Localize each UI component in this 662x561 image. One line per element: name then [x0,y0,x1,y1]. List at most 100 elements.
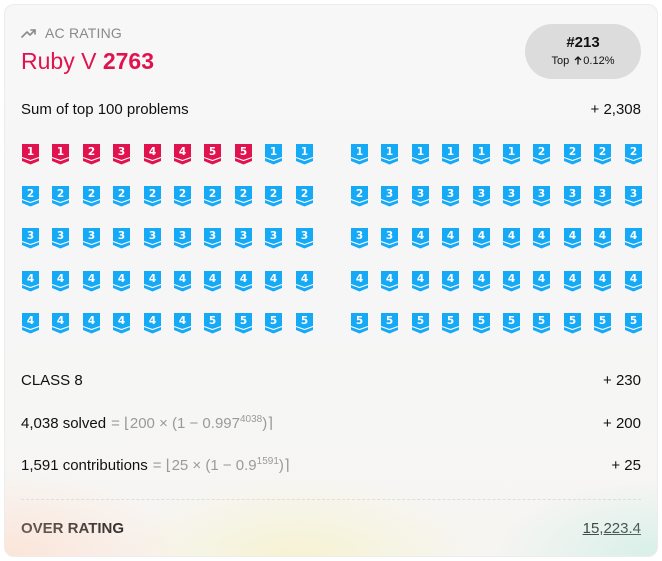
tier-badge-right-48[interactable]: 5 [593,312,612,334]
tier-badge-left-34[interactable]: 4 [143,270,162,292]
tier-badge-right-13[interactable]: 3 [441,185,460,207]
tier-badge-left-22[interactable]: 3 [82,227,101,249]
tier-badge-left-33[interactable]: 4 [112,270,131,292]
tier-badge-left-5[interactable]: 4 [173,143,192,165]
tier-badge-right-45[interactable]: 5 [502,312,521,334]
tier-badge-right-42[interactable]: 5 [411,312,430,334]
tier-badge-left-17[interactable]: 2 [234,185,253,207]
tier-badge-right-29[interactable]: 4 [624,227,643,249]
tier-badge-left-27[interactable]: 3 [234,227,253,249]
tier-badge-left-41[interactable]: 4 [51,312,70,334]
tier-badge-right-23[interactable]: 4 [441,227,460,249]
tier-badge-right-21[interactable]: 3 [380,227,399,249]
tier-badge-right-18[interactable]: 3 [593,185,612,207]
tier-badge-left-31[interactable]: 4 [51,270,70,292]
tier-badge-left-45[interactable]: 4 [173,312,192,334]
tier-badge-left-6[interactable]: 5 [203,143,222,165]
tier-badge-right-31[interactable]: 4 [380,270,399,292]
tier-badge-right-33[interactable]: 4 [441,270,460,292]
tier-badge-right-19[interactable]: 3 [624,185,643,207]
tier-badge-left-35[interactable]: 4 [173,270,192,292]
tier-badge-left-9[interactable]: 1 [295,143,314,165]
tier-badge-right-43[interactable]: 5 [441,312,460,334]
tier-badge-right-35[interactable]: 4 [502,270,521,292]
tier-badge-left-43[interactable]: 4 [112,312,131,334]
rank-badge[interactable]: #213 Top 0.12% [525,24,641,79]
tier-badge-left-24[interactable]: 3 [143,227,162,249]
tier-badge-left-46[interactable]: 5 [203,312,222,334]
tier-badge-right-36[interactable]: 4 [532,270,551,292]
tier-badge-left-13[interactable]: 2 [112,185,131,207]
tier-badge-left-39[interactable]: 4 [295,270,314,292]
tier-badge-left-30[interactable]: 4 [21,270,40,292]
tier-badge-right-22[interactable]: 4 [411,227,430,249]
tier-badge-right-8[interactable]: 2 [593,143,612,165]
tier-badge-left-7[interactable]: 5 [234,143,253,165]
tier-badge-left-38[interactable]: 4 [264,270,283,292]
tier-badge-right-24[interactable]: 4 [472,227,491,249]
tier-badge-right-49[interactable]: 5 [624,312,643,334]
tier-badge-left-1[interactable]: 1 [51,143,70,165]
tier-badge-right-12[interactable]: 3 [411,185,430,207]
tier-badge-right-11[interactable]: 3 [380,185,399,207]
tier-badge-right-28[interactable]: 4 [593,227,612,249]
tier-badge-left-26[interactable]: 3 [203,227,222,249]
tier-badge-left-44[interactable]: 4 [143,312,162,334]
tier-badge-right-34[interactable]: 4 [472,270,491,292]
tier-badge-right-7[interactable]: 2 [563,143,582,165]
tier-badge-right-17[interactable]: 3 [563,185,582,207]
tier-badge-right-3[interactable]: 1 [441,143,460,165]
tier-badge-right-26[interactable]: 4 [532,227,551,249]
tier-badge-right-14[interactable]: 3 [472,185,491,207]
tier-badge-right-6[interactable]: 2 [532,143,551,165]
tier-badge-left-47[interactable]: 5 [234,312,253,334]
tier-badge-left-21[interactable]: 3 [51,227,70,249]
tier-badge-left-42[interactable]: 4 [82,312,101,334]
tier-badge-left-4[interactable]: 4 [143,143,162,165]
tier-badge-right-9[interactable]: 2 [624,143,643,165]
tier-badge-right-20[interactable]: 3 [350,227,369,249]
tier-badge-left-16[interactable]: 2 [203,185,222,207]
tier-badge-left-40[interactable]: 4 [21,312,40,334]
tier-badge-right-0[interactable]: 1 [350,143,369,165]
tier-badge-right-41[interactable]: 5 [380,312,399,334]
tier-badge-right-40[interactable]: 5 [350,312,369,334]
tier-badge-left-3[interactable]: 3 [112,143,131,165]
tier-badge-left-2[interactable]: 2 [82,143,101,165]
tier-badge-right-32[interactable]: 4 [411,270,430,292]
tier-badge-left-28[interactable]: 3 [264,227,283,249]
tier-badge-right-1[interactable]: 1 [380,143,399,165]
tier-badge-right-27[interactable]: 4 [563,227,582,249]
tier-badge-right-16[interactable]: 3 [532,185,551,207]
tier-badge-right-38[interactable]: 4 [593,270,612,292]
tier-badge-left-10[interactable]: 2 [21,185,40,207]
tier-badge-left-18[interactable]: 2 [264,185,283,207]
tier-badge-right-4[interactable]: 1 [472,143,491,165]
tier-badge-left-37[interactable]: 4 [234,270,253,292]
tier-badge-left-25[interactable]: 3 [173,227,192,249]
tier-badge-right-30[interactable]: 4 [350,270,369,292]
tier-badge-right-15[interactable]: 3 [502,185,521,207]
tier-badge-right-46[interactable]: 5 [532,312,551,334]
tier-badge-left-19[interactable]: 2 [295,185,314,207]
tier-badge-right-25[interactable]: 4 [502,227,521,249]
tier-badge-right-39[interactable]: 4 [624,270,643,292]
tier-badge-left-15[interactable]: 2 [173,185,192,207]
tier-badge-right-10[interactable]: 2 [350,185,369,207]
tier-badge-right-2[interactable]: 1 [411,143,430,165]
tier-badge-left-11[interactable]: 2 [51,185,70,207]
tier-badge-left-48[interactable]: 5 [264,312,283,334]
tier-badge-left-32[interactable]: 4 [82,270,101,292]
tier-badge-left-49[interactable]: 5 [295,312,314,334]
tier-badge-left-14[interactable]: 2 [143,185,162,207]
tier-badge-right-44[interactable]: 5 [472,312,491,334]
tier-badge-left-23[interactable]: 3 [112,227,131,249]
over-rating-value[interactable]: 15,223.4 [582,520,641,537]
tier-badge-left-12[interactable]: 2 [82,185,101,207]
tier-badge-right-47[interactable]: 5 [563,312,582,334]
tier-badge-left-29[interactable]: 3 [295,227,314,249]
tier-badge-left-20[interactable]: 3 [21,227,40,249]
tier-badge-left-8[interactable]: 1 [264,143,283,165]
tier-badge-right-37[interactable]: 4 [563,270,582,292]
tier-badge-left-0[interactable]: 1 [21,143,40,165]
